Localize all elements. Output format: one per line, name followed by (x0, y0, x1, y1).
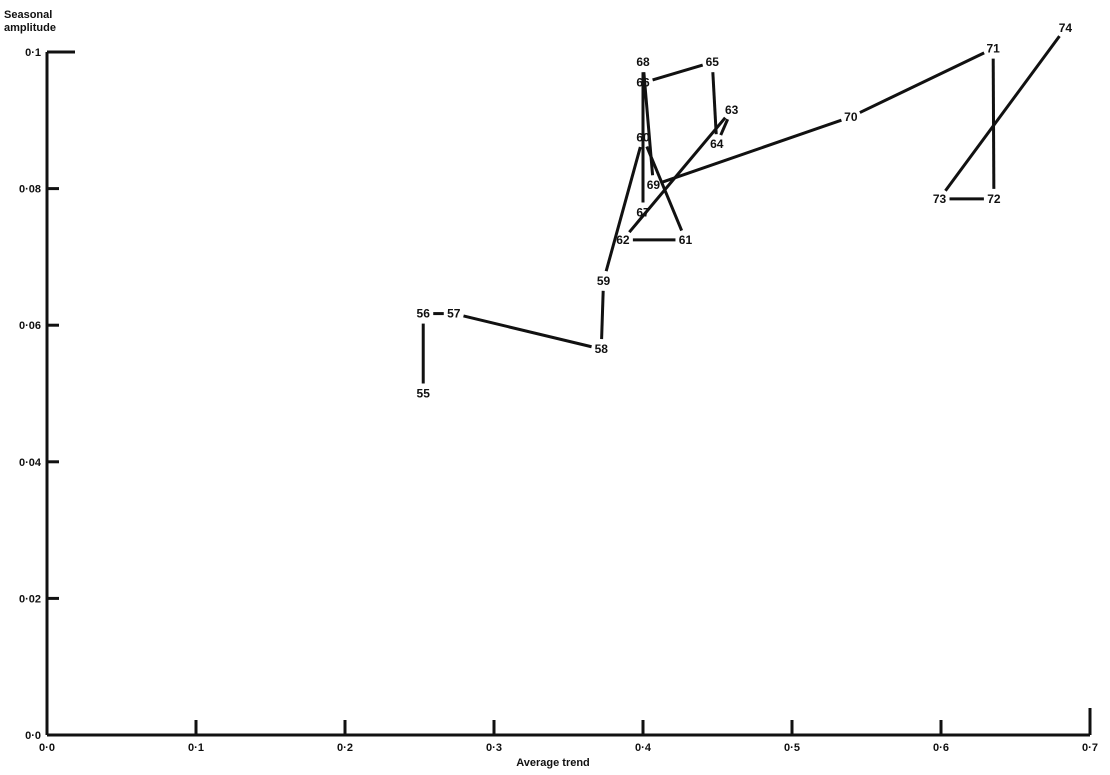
point-label-68: 68 (636, 55, 650, 69)
point-label-57: 57 (447, 307, 461, 321)
y-tick-label: 0·02 (19, 593, 41, 605)
x-tick-label: 0·4 (635, 742, 652, 754)
y-tick-label: 0·0 (25, 730, 41, 742)
trajectory-segment (662, 118, 842, 184)
point-label-74: 74 (1059, 21, 1073, 35)
point-label-61: 61 (679, 233, 693, 247)
trajectory-segment (711, 72, 718, 135)
x-tick-label: 0·7 (1082, 742, 1098, 754)
trajectory-segment (859, 51, 985, 114)
y-tick-label: 0·04 (19, 457, 42, 469)
y-axis-title-line-1: Seasonal (4, 9, 52, 21)
point-label-59: 59 (597, 274, 611, 288)
y-ticks: 0·0 0·02 0·04 0·06 0·08 0·1 (19, 47, 75, 742)
trajectory-segment (463, 314, 592, 349)
x-tick-label: 0·1 (188, 742, 204, 754)
trajectory-segment (604, 146, 642, 272)
y-axis-title: Seasonal amplitude (4, 9, 56, 34)
point-label-64: 64 (710, 137, 724, 151)
point-label-55: 55 (417, 387, 431, 401)
y-tick-label: 0·06 (19, 320, 41, 332)
point-labels: 55 56 57 58 59 60 61 62 63 64 65 66 67 68 69 70 71 72 73 74 (417, 21, 1073, 400)
point-label-56: 56 (417, 307, 431, 321)
point-label-66: 66 (636, 76, 650, 90)
x-tick-label: 0·2 (337, 742, 353, 754)
x-tick-label: 0·6 (933, 742, 949, 754)
trajectory-segment (628, 116, 727, 234)
y-tick-label: 0·1 (25, 47, 41, 59)
point-label-72: 72 (987, 192, 1001, 206)
point-label-63: 63 (725, 103, 739, 117)
trajectory-segment (944, 35, 1061, 192)
trajectory-segment (642, 72, 655, 176)
point-label-62: 62 (616, 233, 630, 247)
point-label-71: 71 (986, 42, 1000, 56)
trajectory-segments (421, 35, 1061, 384)
x-axis-title: Average trend (516, 757, 590, 769)
point-label-67: 67 (636, 206, 650, 220)
x-tick-label: 0·0 (39, 742, 55, 754)
x-ticks: 0·0 0·1 0·2 0·3 0·4 0·5 0·6 0·7 (39, 708, 1098, 754)
point-label-65: 65 (706, 55, 720, 69)
trajectory-segment (652, 63, 704, 82)
trajectory-segment (719, 118, 730, 136)
x-tick-label: 0·5 (784, 742, 800, 754)
y-axis-title-line-2: amplitude (4, 22, 56, 34)
trajectory-segment (600, 290, 605, 340)
point-label-70: 70 (844, 110, 858, 124)
point-label-58: 58 (595, 342, 609, 356)
y-tick-label: 0·08 (19, 184, 41, 196)
point-label-73: 73 (933, 192, 947, 206)
x-tick-label: 0·3 (486, 742, 502, 754)
axes (45, 52, 1090, 737)
point-label-60: 60 (636, 130, 650, 144)
point-label-69: 69 (647, 178, 661, 192)
